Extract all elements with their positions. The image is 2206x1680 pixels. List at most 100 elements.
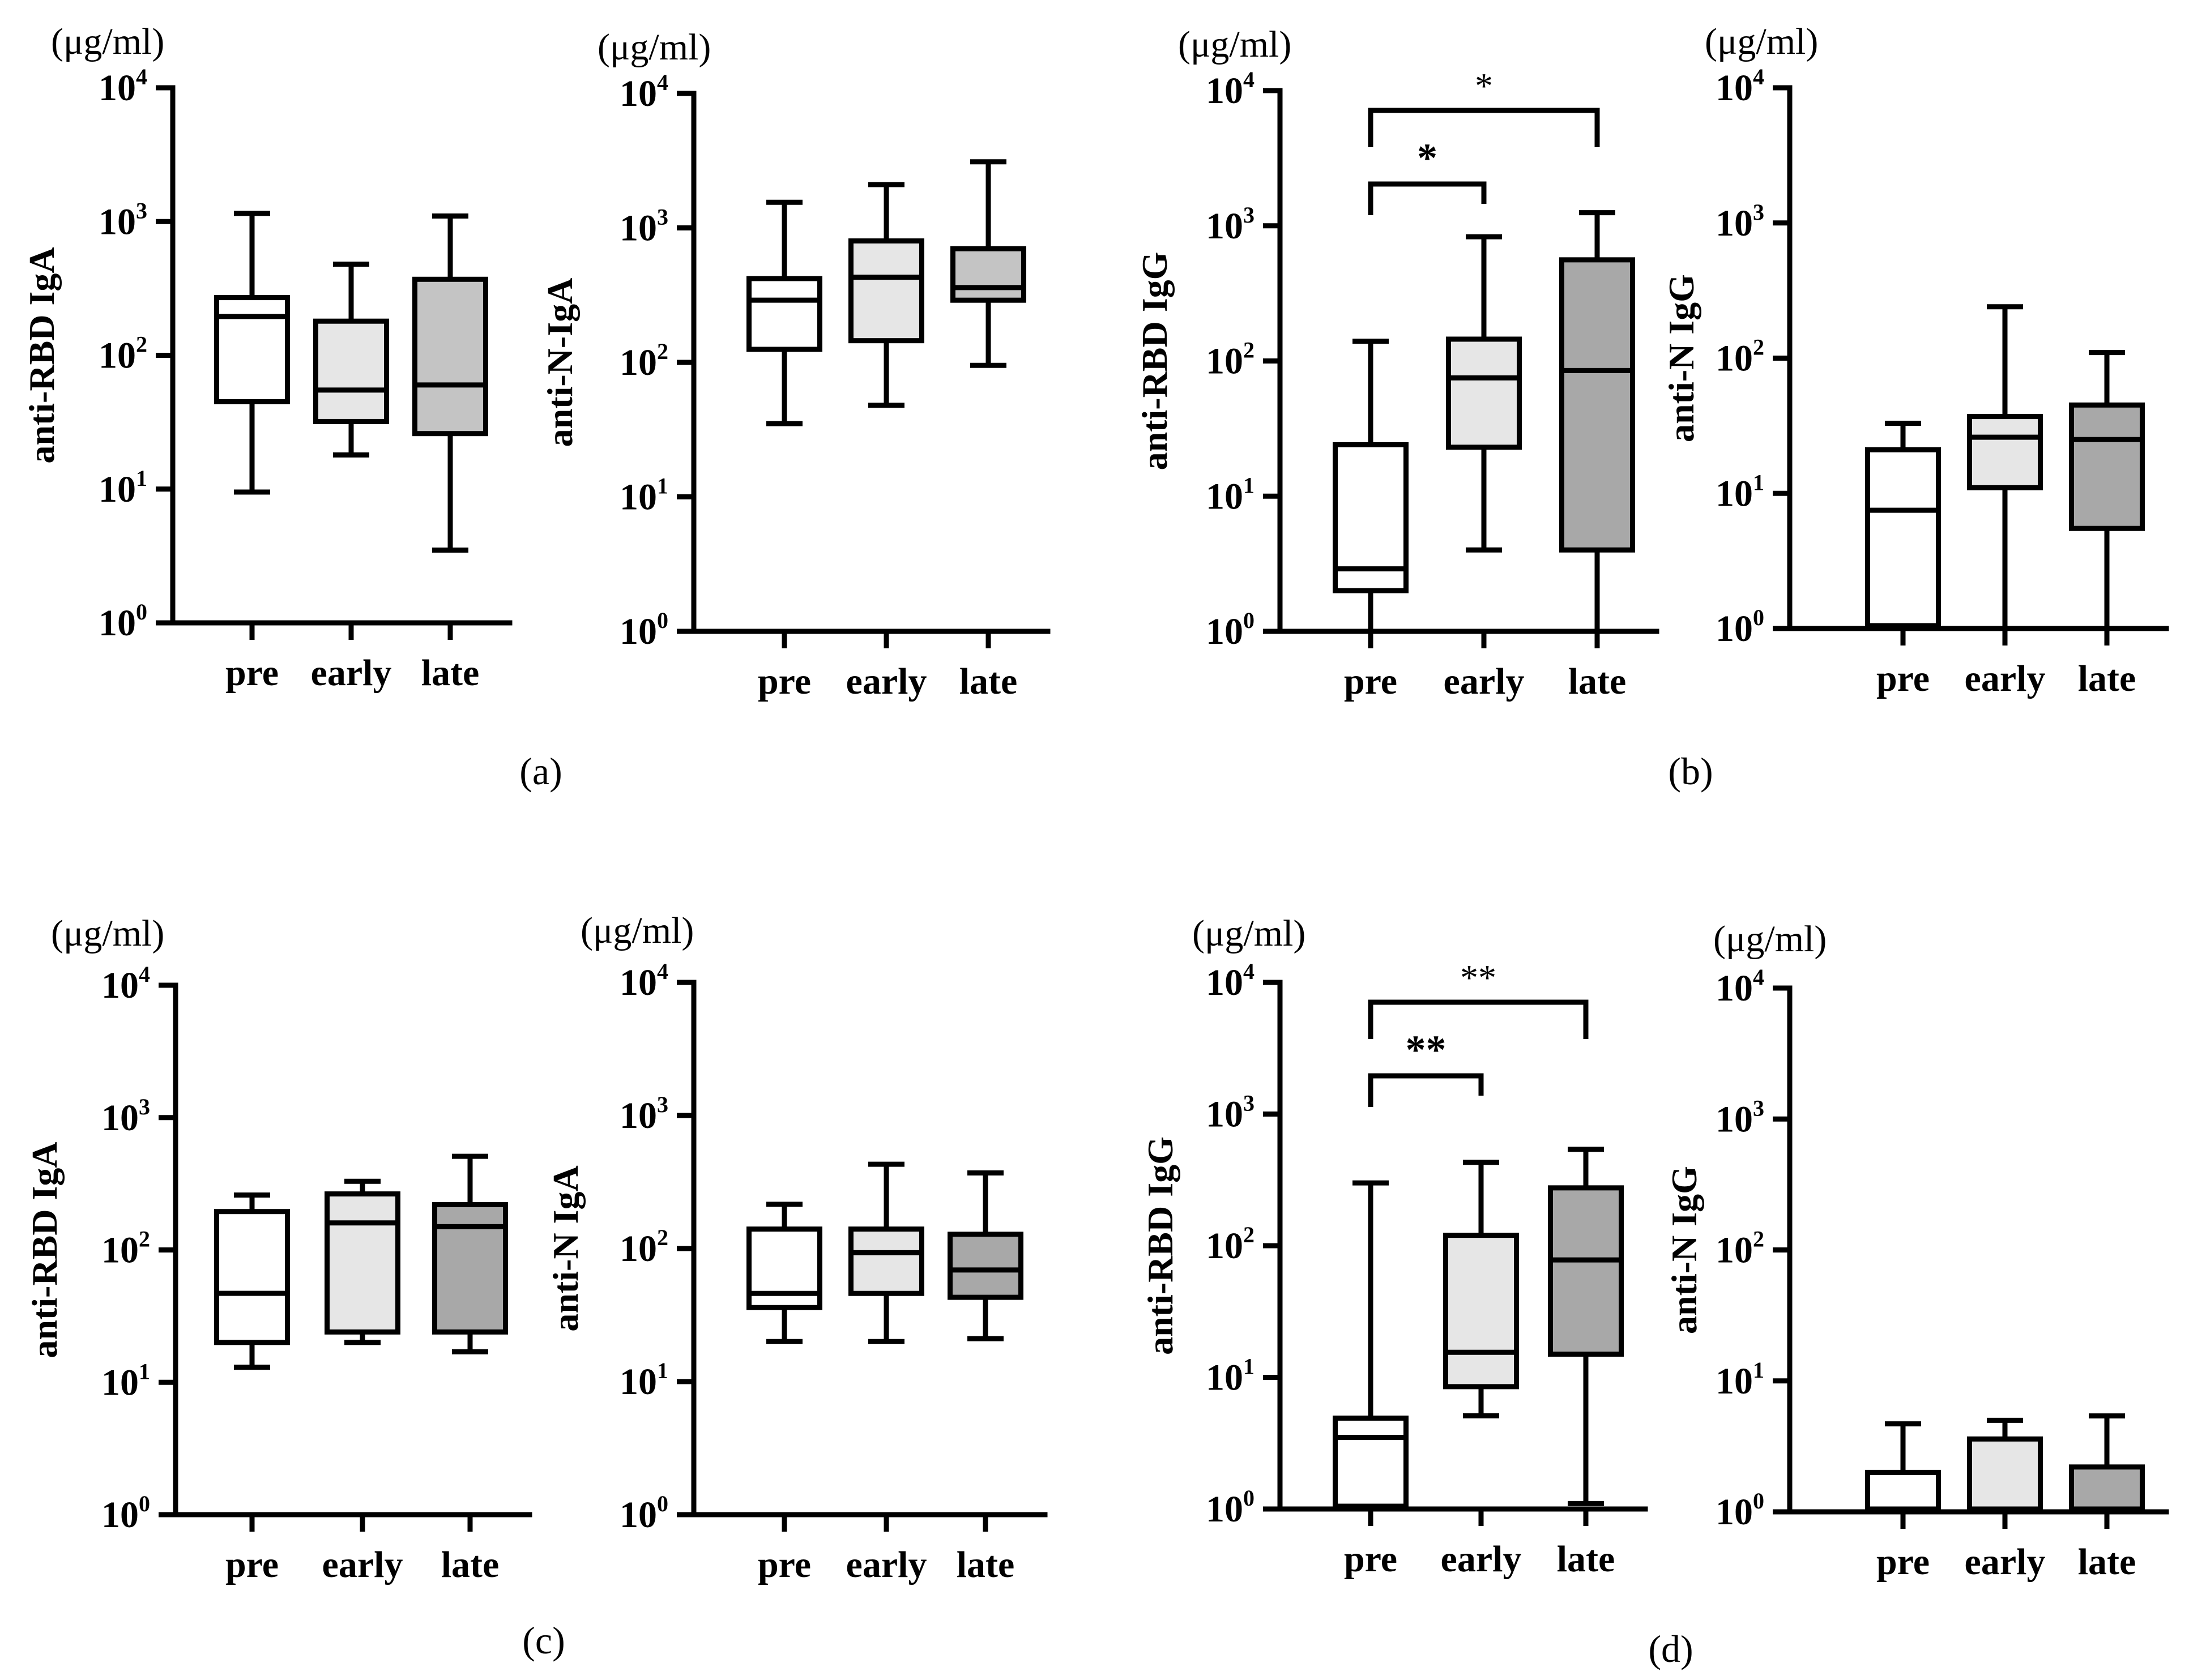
y-tick-label: 103 xyxy=(99,198,147,242)
y-tick-label: 102 xyxy=(1206,337,1255,382)
box-late xyxy=(432,1153,508,1354)
y-tick-label: 104 xyxy=(99,64,147,109)
y-axis-label: anti-RBD IgG xyxy=(1140,1136,1180,1355)
y-tick-label: 101 xyxy=(1206,1354,1255,1399)
box-early xyxy=(1967,1417,2043,1512)
box-iqr xyxy=(950,246,1026,303)
box-iqr xyxy=(1967,414,2043,490)
unit-label: (μg/ml) xyxy=(51,21,164,62)
x-tick-label: pre xyxy=(758,1544,811,1585)
box-late xyxy=(948,1170,1023,1341)
unit-label: (μg/ml) xyxy=(1192,913,1305,954)
box-iqr xyxy=(848,1226,924,1296)
box-late xyxy=(412,213,488,553)
box-late xyxy=(1548,1147,1624,1506)
panel-label-d: (d) xyxy=(1648,1627,1693,1670)
y-tick-label: 104 xyxy=(1206,67,1255,112)
unit-label: (μg/ml) xyxy=(1705,21,1818,62)
significance-stars: * xyxy=(1417,135,1437,181)
x-tick-label: early xyxy=(846,1544,927,1585)
box-iqr xyxy=(1559,257,1635,553)
x-tick-label: early xyxy=(1444,661,1525,702)
unit-label: (μg/ml) xyxy=(51,913,164,954)
box-late xyxy=(950,159,1026,368)
box-iqr xyxy=(325,1191,400,1335)
y-tick-label: 104 xyxy=(101,961,150,1006)
subplot-1: (μg/ml) anti-RBD IgA 100 101 102 103 104 pre ear… xyxy=(22,21,513,694)
x-tick-label: late xyxy=(421,652,480,694)
y-tick-label: 102 xyxy=(99,332,147,377)
box-late xyxy=(1559,210,1635,631)
subplot-8: (μg/ml) anti-N IgG 100 101 102 103 104 pre early… xyxy=(1664,918,2169,1583)
y-axis-label: anti-N IgA xyxy=(545,1165,586,1331)
y-tick-label: 101 xyxy=(1206,472,1255,517)
box-iqr xyxy=(848,238,924,344)
box-iqr xyxy=(1967,1436,2043,1512)
box-iqr xyxy=(1333,1416,1409,1509)
y-tick-label: 101 xyxy=(99,465,147,510)
y-tick-label: 103 xyxy=(1716,1095,1764,1140)
box-iqr xyxy=(1446,336,1522,450)
x-tick-label: pre xyxy=(225,652,279,694)
box-early xyxy=(1443,1160,1519,1418)
unit-label: (μg/ml) xyxy=(1713,918,1827,960)
box-pre xyxy=(1865,420,1941,629)
x-tick-label: early xyxy=(1965,658,2046,699)
subplot-6: (μg/ml) anti-N IgA 100 101 102 103 104 pre early… xyxy=(545,910,1048,1585)
y-tick-label: 102 xyxy=(620,1225,668,1269)
y-tick-label: 100 xyxy=(1206,608,1255,652)
significance-bracket: * xyxy=(1368,135,1487,215)
x-tick-label: pre xyxy=(758,661,811,702)
box-iqr xyxy=(1548,1185,1624,1357)
box-iqr xyxy=(1865,447,1941,629)
y-tick-label: 102 xyxy=(101,1226,150,1271)
box-iqr xyxy=(432,1202,508,1335)
y-tick-label: 100 xyxy=(1716,605,1764,649)
y-axis-label: anti-RBD IgG xyxy=(1134,252,1175,471)
y-tick-label: 102 xyxy=(1206,1222,1255,1267)
y-tick-label: 104 xyxy=(620,959,668,1003)
panel-label-b: (b) xyxy=(1668,750,1713,793)
y-tick-label: 100 xyxy=(1716,1488,1764,1533)
y-tick-label: 103 xyxy=(620,204,668,249)
significance-bracket: ** xyxy=(1368,957,1589,1039)
unit-label: (μg/ml) xyxy=(1178,24,1291,65)
y-axis-label: anti-RBD IgA xyxy=(24,1142,65,1358)
subplot-5: (μg/ml) anti-RBD IgA 100 101 102 103 104 pre ear… xyxy=(24,913,532,1585)
y-tick-label: 100 xyxy=(620,608,668,652)
y-tick-label: 100 xyxy=(99,599,147,644)
box-iqr xyxy=(313,318,389,424)
box-iqr xyxy=(948,1232,1023,1300)
subplot-4: (μg/ml) anti-N IgG 100 101 102 103 104 pre early… xyxy=(1661,21,2169,699)
box-early xyxy=(848,182,924,408)
y-axis-label: anti-N IgG xyxy=(1664,1166,1704,1334)
x-tick-label: early xyxy=(1441,1538,1522,1580)
box-early xyxy=(848,1161,924,1344)
box-iqr xyxy=(746,276,822,352)
box-pre xyxy=(746,1202,822,1344)
box-late xyxy=(2069,1413,2145,1512)
y-tick-label: 100 xyxy=(1206,1485,1255,1530)
unit-label: (μg/ml) xyxy=(598,27,711,68)
y-tick-label: 104 xyxy=(1716,64,1764,109)
y-tick-label: 102 xyxy=(620,339,668,383)
panel-label-c: (c) xyxy=(522,1619,565,1662)
significance-bracket: * xyxy=(1368,66,1600,147)
y-tick-label: 104 xyxy=(1206,959,1255,1003)
significance-bracket: ** xyxy=(1368,1027,1484,1107)
unit-label: (μg/ml) xyxy=(581,910,694,951)
significance-stars: ** xyxy=(1460,957,1496,998)
x-tick-label: early xyxy=(1965,1541,2046,1583)
y-tick-label: 100 xyxy=(620,1491,668,1536)
box-pre xyxy=(1333,339,1409,631)
y-tick-label: 102 xyxy=(1716,1226,1764,1271)
subplot-2: (μg/ml) anti-N-IgA 100 101 102 103 104 pre early… xyxy=(540,27,1051,702)
y-tick-label: 101 xyxy=(1716,1357,1764,1402)
significance-stars: * xyxy=(1475,66,1493,106)
x-tick-label: late xyxy=(2078,658,2136,699)
x-tick-label: pre xyxy=(1876,1541,1930,1583)
subplot-7: (μg/ml) anti-RBD IgG 100 101 102 103 104 pre ear… xyxy=(1140,913,1648,1580)
y-tick-label: 104 xyxy=(1716,964,1764,1009)
y-tick-label: 101 xyxy=(620,1358,668,1403)
